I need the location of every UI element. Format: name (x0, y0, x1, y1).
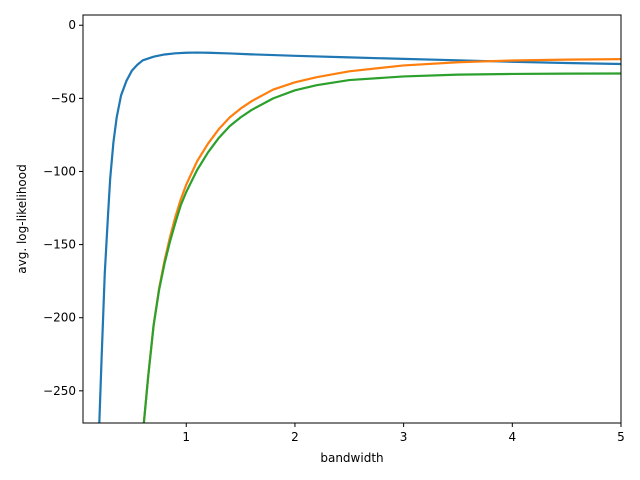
x-tick-label: 4 (508, 430, 516, 444)
plot-frame (82, 14, 622, 424)
x-tick-label: 2 (291, 430, 299, 444)
series-layer (98, 51, 621, 423)
y-tick-label: −150 (43, 238, 76, 252)
y-tick-label: −100 (43, 164, 76, 178)
plot-background (83, 15, 621, 423)
series-line-3 (142, 72, 621, 423)
y-axis-label: avg. log-likelihood (15, 164, 29, 273)
y-tick-label: −50 (51, 91, 76, 105)
x-tick-label: 1 (182, 430, 190, 444)
y-tick-label: −200 (43, 311, 76, 325)
x-tick-label: 3 (400, 430, 408, 444)
series-line-1 (98, 51, 621, 423)
x-axis-label: bandwidth (320, 451, 383, 465)
x-tick-label: 5 (617, 430, 625, 444)
y-tick-label: 0 (68, 18, 76, 32)
ticks-layer: 1 2 3 4 5 0 −50 −100 −150 −200 −250 (43, 18, 625, 444)
y-tick-label: −250 (43, 384, 76, 398)
